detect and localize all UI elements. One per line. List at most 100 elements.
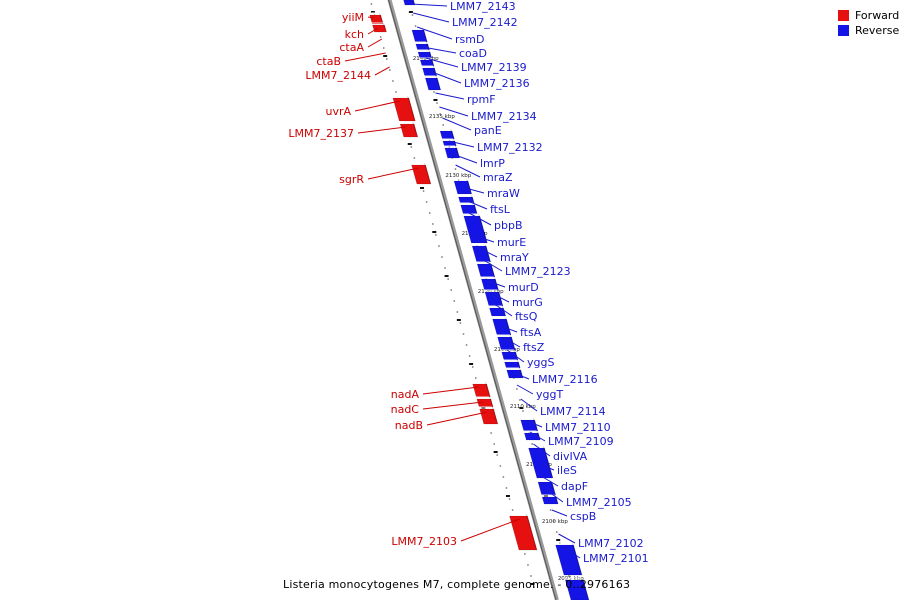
gene-uvra-label[interactable]: uvrA (325, 105, 351, 118)
gene-nada-block[interactable] (470, 381, 491, 398)
reverse-gene-block-29[interactable] (540, 494, 559, 505)
gene-block-top (504, 367, 521, 370)
gene-block-top (553, 542, 574, 545)
gene-lmm7-2116-leader (513, 372, 530, 380)
gene-lmm7-2144-label[interactable]: LMM7_2144 (305, 69, 371, 82)
gene-lmm7-2139-label[interactable]: LMM7_2139 (461, 61, 527, 74)
gene-mraz-label[interactable]: mraZ (483, 171, 513, 184)
reverse-gene-block-3[interactable] (413, 41, 430, 51)
gene-kch-block[interactable] (370, 22, 387, 33)
gene-block-face (520, 419, 539, 432)
gene-lmm7-2123-label[interactable]: LMM7_2123 (505, 265, 571, 278)
gene-lmm7-2103-block[interactable] (507, 513, 538, 551)
scale-tick-label: 2130 kbp (445, 173, 471, 179)
gene-lmrp-label[interactable]: lmrP (480, 157, 505, 170)
gene-pbpb-label[interactable]: pbpB (494, 219, 523, 232)
reverse-gene-block-15[interactable] (470, 243, 491, 263)
gene-lmm7-2103-label[interactable]: LMM7_2103 (391, 535, 457, 548)
gene-block-side (518, 367, 524, 378)
gene-lmm7-2114-label[interactable]: LMM7_2114 (540, 405, 606, 418)
reverse-gene-block-7[interactable] (423, 75, 441, 91)
gene-lmm7-2142-label[interactable]: LMM7_2142 (452, 16, 518, 29)
gene-block-face (501, 351, 519, 361)
gene-nadc-label[interactable]: nadC (391, 403, 420, 416)
reverse-gene-block-24[interactable] (504, 367, 524, 379)
gene-nadb-block[interactable] (477, 406, 499, 425)
gene-lmm7-2105-label[interactable]: LMM7_2105 (566, 496, 632, 509)
gene-yggs-label[interactable]: yggS (527, 356, 554, 369)
reverse-gene-block-4[interactable] (416, 49, 433, 59)
reverse-gene-block-16[interactable] (475, 261, 496, 278)
gene-coad-label[interactable]: coaD (459, 47, 487, 60)
reverse-gene-block-6[interactable] (420, 65, 438, 77)
gene-murg-label[interactable]: murG (512, 296, 543, 309)
reverse-gene-block-2[interactable] (409, 27, 428, 43)
reverse-gene-block-8[interactable] (438, 128, 455, 140)
gene-lmm7-2101-label[interactable]: LMM7_2101 (583, 552, 649, 565)
reverse-gene-block-13[interactable] (458, 202, 478, 215)
gene-lmm7-2116-label[interactable]: LMM7_2116 (532, 373, 598, 386)
gene-ftsa-label[interactable]: ftsA (520, 326, 542, 339)
reverse-gene-block-19[interactable] (487, 305, 507, 317)
gene-uvra-block[interactable] (390, 95, 416, 122)
reverse-gene-block-12[interactable] (456, 194, 475, 204)
gene-lmm7-2134-label[interactable]: LMM7_2134 (471, 110, 537, 123)
gene-block-top (423, 75, 438, 78)
gene-mraw-leader (461, 186, 485, 194)
gene-sgrr-block[interactable] (409, 162, 432, 185)
gene-sgrr-label[interactable]: sgrR (339, 173, 364, 186)
gene-cspb-label[interactable]: cspB (570, 510, 596, 523)
gene-lmm7-2109-label[interactable]: LMM7_2109 (548, 435, 614, 448)
reverse-gene-block-17[interactable] (479, 276, 499, 291)
gene-lmm7-2144-leader (374, 66, 390, 76)
gene-lmm7-2137-block[interactable] (398, 121, 419, 138)
gene-ftsz-label[interactable]: ftsZ (523, 341, 545, 354)
gene-ctab-label[interactable]: ctaB (316, 55, 341, 68)
gene-yiim-block[interactable] (367, 12, 384, 25)
reverse-gene-block-26[interactable] (522, 430, 541, 441)
gene-block-side (571, 542, 582, 575)
gene-kch-label[interactable]: kch (345, 28, 364, 41)
gene-block-side (509, 334, 516, 350)
gene-lmm7-2143-label[interactable]: LMM7_2143 (450, 0, 516, 13)
gene-ftsl-label[interactable]: ftsL (490, 203, 511, 216)
gene-nadb-label[interactable]: nadB (395, 419, 423, 432)
gene-block-face (537, 481, 556, 496)
reverse-gene-block-31[interactable] (563, 577, 590, 600)
gene-lmm7-2102-label[interactable]: LMM7_2102 (578, 537, 644, 550)
gene-mray-label[interactable]: mraY (500, 251, 529, 264)
gene-block-face (460, 204, 478, 215)
gene-murd-label[interactable]: murD (508, 281, 539, 294)
reverse-gene-block-14[interactable] (461, 213, 488, 244)
reverse-gene-block-28[interactable] (536, 479, 556, 496)
reverse-gene-block-5[interactable] (418, 57, 435, 67)
gene-block-face (492, 318, 512, 336)
gene-yggt-label[interactable]: yggT (536, 388, 563, 401)
gene-block-side (466, 178, 472, 194)
gene-lmm7-2110-label[interactable]: LMM7_2110 (545, 421, 611, 434)
gene-rsmd-label[interactable]: rsmD (455, 33, 484, 46)
gene-yiim-label[interactable]: yiiM (342, 11, 364, 24)
gene-iles-label[interactable]: ileS (557, 464, 577, 477)
gene-pane-label[interactable]: panE (474, 124, 502, 137)
gene-mure-label[interactable]: murE (497, 236, 526, 249)
gene-block-top (390, 95, 409, 98)
reverse-gene-block-11[interactable] (452, 178, 473, 195)
reverse-gene-block-23[interactable] (502, 359, 521, 369)
gene-ftsq-label[interactable]: ftsQ (515, 310, 538, 323)
reverse-gene-block-21[interactable] (495, 334, 516, 351)
gene-block-top (452, 178, 469, 181)
gene-lmm7-2136-label[interactable]: LMM7_2136 (464, 77, 530, 90)
reverse-gene-block-20[interactable] (490, 316, 512, 336)
gene-diviva-label[interactable]: divIVA (553, 450, 588, 463)
gene-lmm7-2132-label[interactable]: LMM7_2132 (477, 141, 543, 154)
gene-rpmf-label[interactable]: rpmF (467, 93, 496, 106)
gene-mraw-label[interactable]: mraW (487, 187, 520, 200)
reverse-gene-block-30[interactable] (553, 542, 583, 576)
gene-nada-label[interactable]: nadA (391, 388, 420, 401)
gene-ctaa-label[interactable]: ctaA (339, 41, 364, 54)
gene-lmm7-2137-label[interactable]: LMM7_2137 (288, 127, 354, 140)
gene-block-top (502, 359, 519, 362)
gene-nadc-block[interactable] (474, 396, 494, 408)
gene-dapf-label[interactable]: dapF (561, 480, 588, 493)
